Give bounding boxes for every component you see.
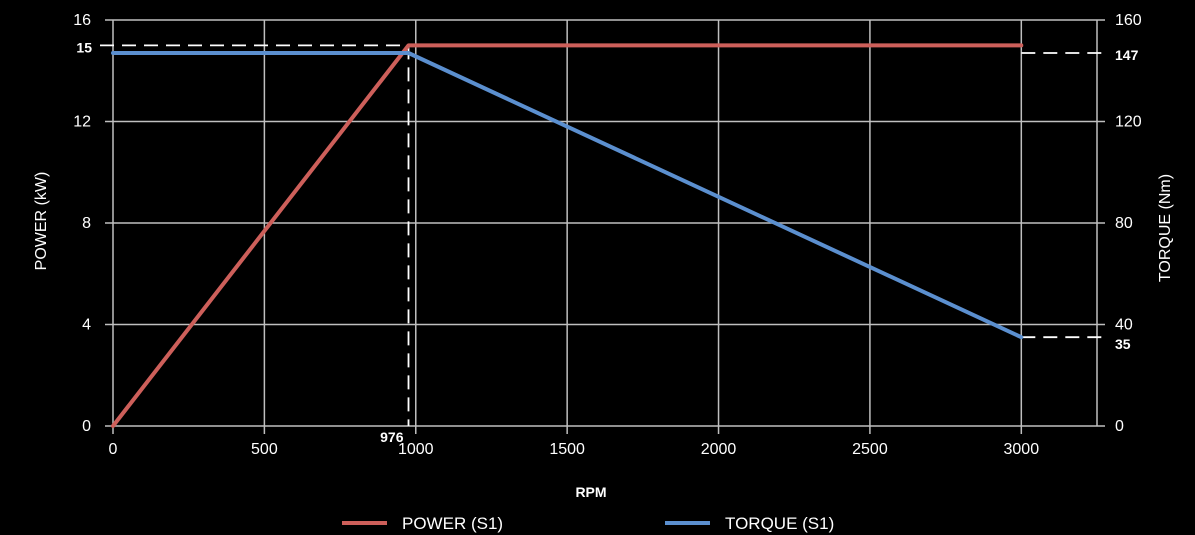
y-right-tick-label: 160 [1115, 12, 1142, 29]
legend: POWER (S1) TORQUE (S1) [342, 514, 834, 533]
x-tick-label: 0 [109, 441, 118, 458]
tick-labels: 0 0 4 40 8 80 12 120 16 160 0 500 1000 1500 2000 2500 30… [73, 12, 1142, 458]
x-axis-title: RPM [575, 484, 606, 500]
y-left-tick-label: 12 [73, 114, 91, 131]
y-left-tick-label: 16 [73, 12, 91, 29]
y-left-tick-label: 8 [82, 215, 91, 232]
rpm-break-label: 976 [380, 429, 404, 445]
power-s1-line [111, 43, 1024, 428]
x-tick-label: 2000 [701, 441, 737, 458]
y-left-tick-label: 4 [82, 317, 91, 334]
series-lines [111, 43, 1024, 428]
reference-lines [100, 44, 1105, 426]
legend-label-torque: TORQUE (S1) [725, 514, 834, 533]
y-right-tick-label: 40 [1115, 317, 1133, 334]
y-left-axis-title: POWER (kW) [33, 172, 50, 271]
y-right-tick-label: 120 [1115, 114, 1142, 131]
grid [105, 19, 1105, 434]
x-tick-label: 2500 [852, 441, 888, 458]
x-tick-label: 1000 [398, 441, 434, 458]
power-level-label: 15 [76, 39, 92, 55]
x-tick-label: 1500 [549, 441, 585, 458]
torque-end-label: 35 [1115, 336, 1131, 352]
y-right-tick-label: 0 [1115, 418, 1124, 435]
x-tick-label: 500 [251, 441, 278, 458]
torque-level-label: 147 [1115, 47, 1139, 63]
y-right-axis-title: TORQUE (Nm) [1157, 174, 1174, 282]
torque-s1-line [111, 51, 1024, 340]
legend-label-power: POWER (S1) [402, 514, 503, 533]
x-tick-label: 3000 [1004, 441, 1040, 458]
y-right-tick-label: 80 [1115, 215, 1133, 232]
y-left-tick-label: 0 [82, 418, 91, 435]
